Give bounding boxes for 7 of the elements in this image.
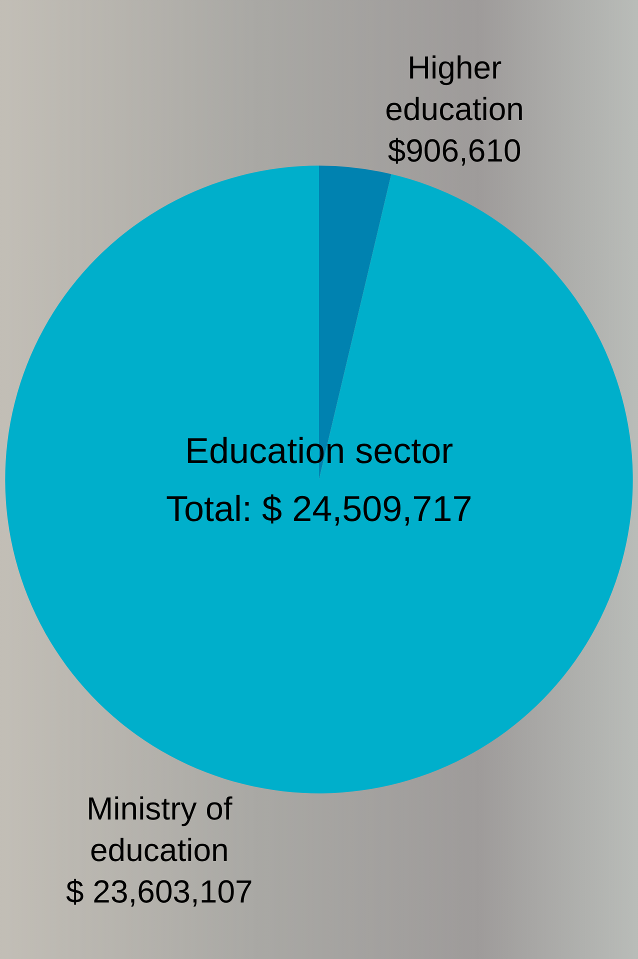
text: Total: $ 24,509,717 [166,488,472,529]
data-label: $906,610 [388,132,522,169]
text: Education sector [185,430,454,471]
pie-slice [5,166,632,793]
data-label: $ 23,603,107 [66,874,253,910]
slice-label: Ministry of education [86,790,232,868]
slice-label: Higher education [385,49,524,127]
